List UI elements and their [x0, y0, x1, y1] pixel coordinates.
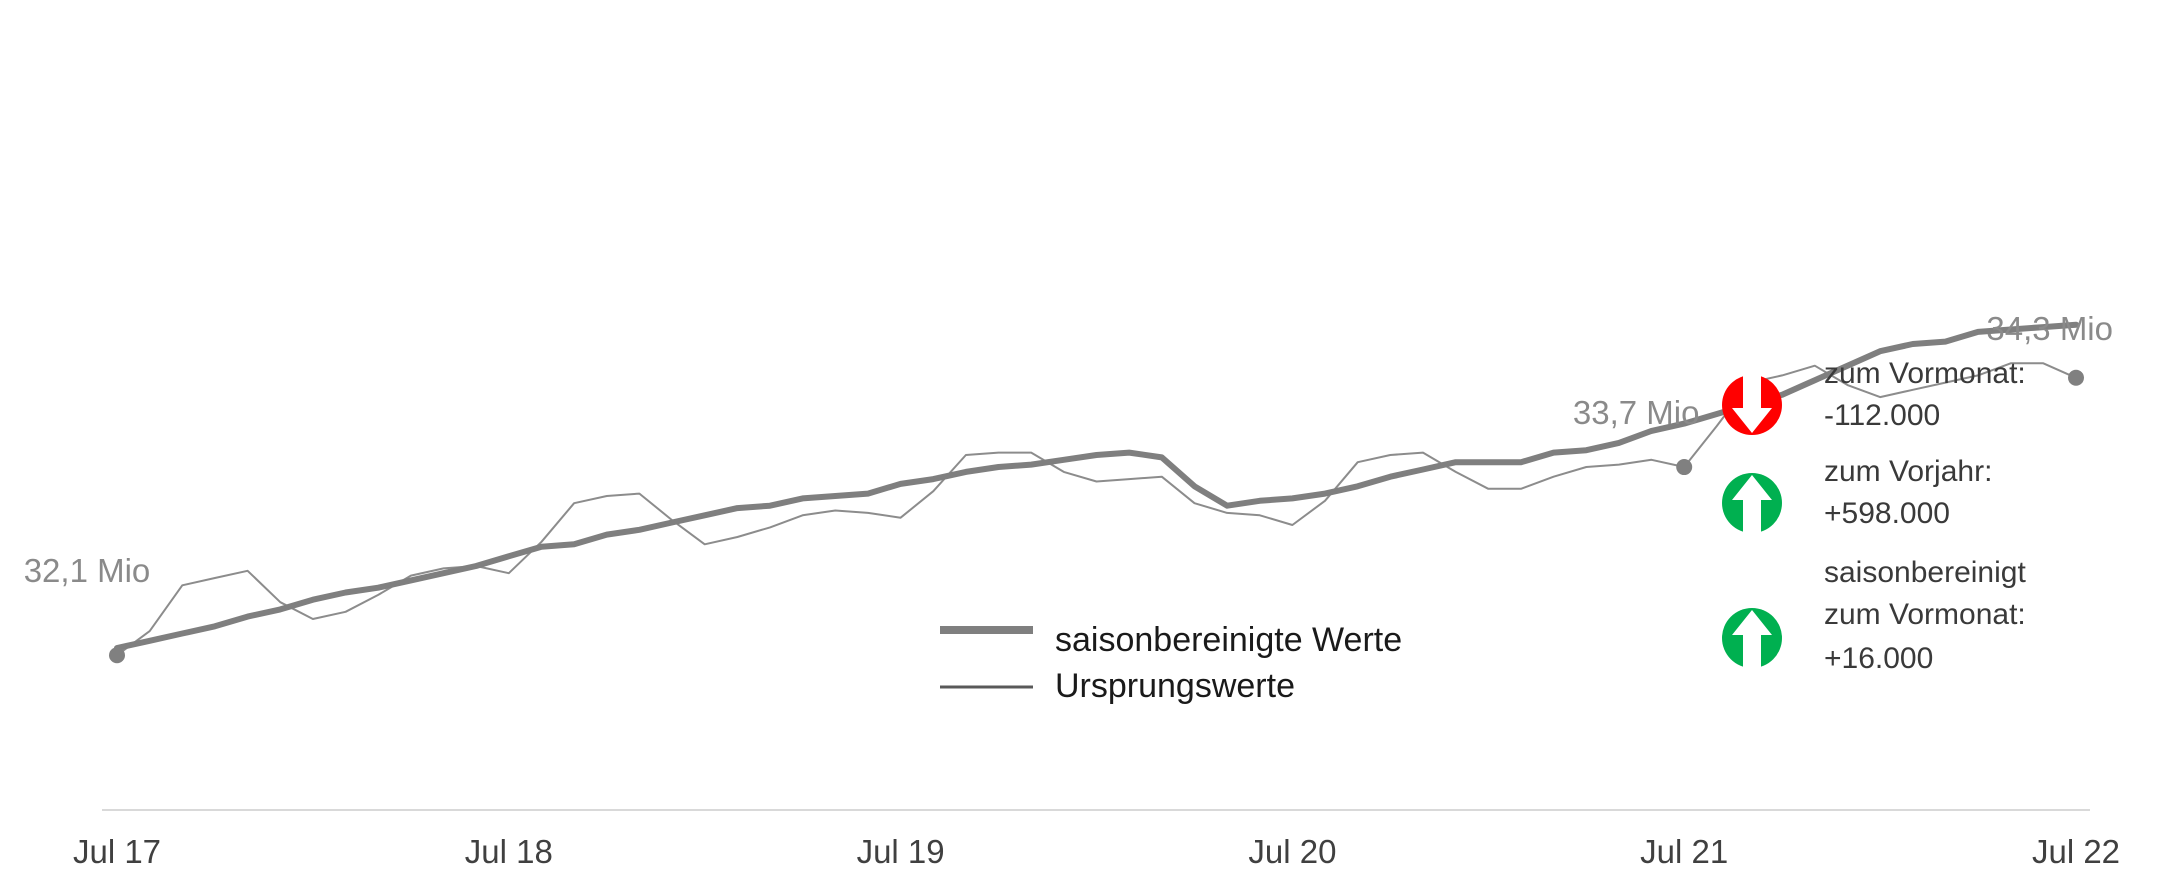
info-seasonal-label-1: saisonbereinigt: [1824, 556, 2026, 589]
series-line-seasonal: [114, 321, 2079, 651]
annotation-label: 34,3 Mio: [1986, 310, 2113, 347]
info-month-label: zum Vormonat:: [1824, 357, 2026, 390]
x-tick-label: Jul 21: [1640, 833, 1728, 869]
info-item-seasonal: saisonbereinigt zum Vormonat: +16.000: [1722, 556, 2026, 675]
x-tick-label: Jul 22: [2032, 833, 2120, 869]
annotation-marker: [109, 647, 125, 664]
arrow-up-icon: [1722, 608, 1782, 668]
x-tick-label: Jul 19: [857, 833, 945, 869]
x-tick-label: Jul 20: [1248, 833, 1336, 869]
annotation-label: 32,1 Mio: [24, 552, 151, 589]
x-tick-label: Jul 18: [465, 833, 553, 869]
legend-label-seasonal: saisonbereinigte Werte: [1055, 621, 1402, 659]
annotation-marker: [2068, 369, 2084, 386]
info-item-year: zum Vorjahr: +598.000: [1722, 455, 1992, 533]
arrow-up-icon: [1722, 473, 1782, 533]
annotation-marker: [1676, 459, 1693, 476]
info-month-value: -112.000: [1824, 399, 1940, 432]
legend: saisonbereinigte Werte Ursprungswerte: [940, 621, 1402, 705]
legend-item-seasonal: saisonbereinigte Werte: [940, 621, 1402, 659]
series-layer: [114, 321, 2079, 657]
legend-item-original: Ursprungswerte: [940, 667, 1295, 705]
annotation-label: 33,7 Mio: [1573, 394, 1700, 431]
arrow-down-icon: [1722, 375, 1782, 435]
info-seasonal-label-2: zum Vormonat:: [1824, 598, 2026, 631]
x-tick-labels: Jul 17 Jul 18 Jul 19 Jul 20 Jul 21 Jul 22: [73, 833, 2120, 869]
info-panel: zum Vormonat: -112.000 zum Vorjahr: +598…: [1722, 357, 2026, 675]
info-item-month: zum Vormonat: -112.000: [1722, 357, 2026, 435]
marker-layer: 32,1 Mio 33,7 Mio 34,3 Mio: [24, 310, 2113, 664]
info-year-label: zum Vorjahr:: [1824, 455, 1992, 488]
x-tick-label: Jul 17: [73, 833, 161, 869]
info-year-value: +598.000: [1824, 497, 1950, 530]
legend-label-original: Ursprungswerte: [1055, 667, 1295, 705]
series-line-original: [116, 362, 2077, 657]
info-seasonal-value: +16.000: [1824, 642, 1933, 675]
